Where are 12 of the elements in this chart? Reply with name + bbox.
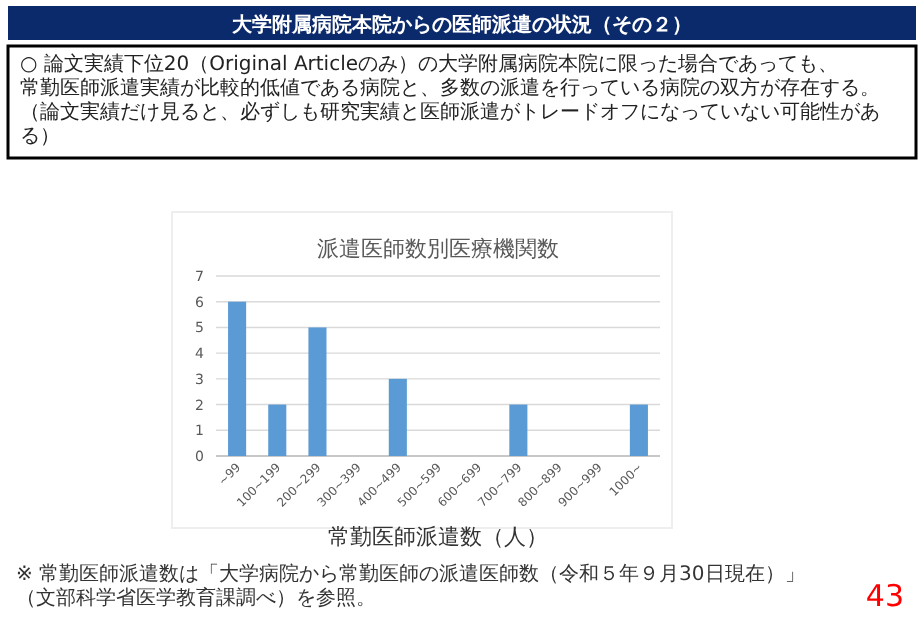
bar — [509, 404, 528, 456]
text: ○ 論文実績下位20（Original Articleのみ）の大学附属病院本院に限った場合であっても、常勤医師派遣実績が比較的低値である病院と、多数の派遣を行っている病院の双方が存在する。（論文実績だけ見ると、必ずしも研究実績と医師派遣がトレードオフになっていない可能性がある） — [20, 52, 880, 148]
text: 大学附属病院本院からの医師派遣の状況（その２） — [230, 13, 692, 37]
text: ※ 常勤医師派遣数は「大学病院から常勤医師の派遣医師数（令和５年９月30日現在）」（文部科学省医学教育課調べ）を参照。 — [16, 562, 805, 610]
bar — [268, 404, 287, 456]
chart-title: 派遣医師数別医療機関数 — [317, 236, 559, 262]
text: 43 — [865, 578, 904, 614]
x-axis-title: 常勤医師派遣数（人） — [328, 524, 548, 550]
bar — [228, 301, 247, 456]
bar — [388, 378, 407, 456]
bar — [308, 327, 327, 456]
bar — [629, 404, 648, 456]
